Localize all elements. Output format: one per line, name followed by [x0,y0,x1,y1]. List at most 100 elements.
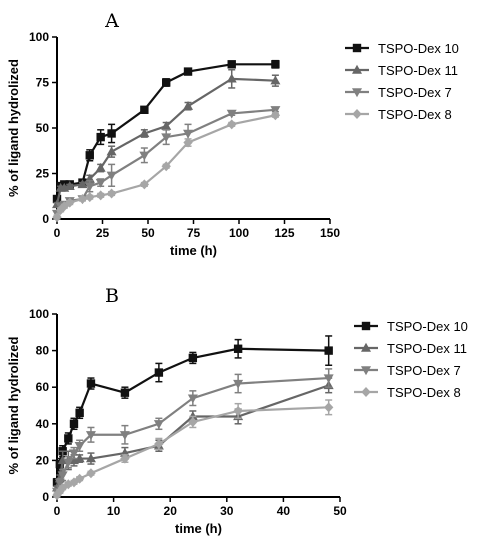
legend-marker [361,321,371,331]
data-point [52,194,62,204]
data-point [106,146,117,156]
data-point [161,120,172,130]
legend-label: TSPO-Dex 11 [378,63,458,78]
y-tick-label: 0 [42,212,49,226]
y-axis-title: % of ligand hydrolized [6,59,21,197]
data-point [106,188,117,199]
data-point [154,438,164,449]
legend-label: TSPO-Dex 8 [378,107,452,122]
data-point [119,431,130,440]
y-tick-label: 60 [36,380,50,394]
data-point [57,482,68,493]
data-point [140,105,149,114]
legend-label: TSPO-Dex 10 [387,319,468,334]
y-tick-label: 50 [36,121,50,135]
data-point [183,137,193,148]
x-tick-label: 30 [220,504,234,518]
legend-marker [352,64,362,74]
y-tick-label: 80 [36,344,50,358]
data-point [95,162,106,172]
x-tick-label: 125 [274,226,294,240]
data-point [85,453,96,463]
data-point [323,402,334,413]
y-axis-title: % of ligand hydrolized [6,336,21,474]
series-tspo-dex-8 [52,110,281,223]
data-point [69,419,79,428]
y-tick-label: 40 [36,417,50,431]
x-tick-label: 100 [229,226,249,240]
data-point [95,190,106,201]
data-point [183,67,193,76]
y-tick-label: 20 [36,453,50,467]
legend-entry: TSPO-Dex 7 [354,363,461,378]
data-point [120,388,130,397]
data-point [187,411,198,421]
y-tick-label: 100 [29,307,49,321]
legend-marker [361,366,371,376]
legend-label: TSPO-Dex 11 [387,341,467,356]
data-point [187,394,198,404]
data-point [75,408,84,418]
data-point [59,201,69,212]
data-point [120,453,130,464]
data-point [233,405,243,416]
x-tick-label: 10 [107,504,121,518]
x-tick-label: 150 [320,226,340,240]
x-tick-label: 75 [187,226,201,240]
data-point [161,161,171,172]
data-point [96,132,105,142]
y-tick-label: 0 [42,490,49,504]
data-point [139,151,150,161]
x-tick-label: 20 [164,504,178,518]
legend-entry: TSPO-Dex 7 [345,85,452,100]
data-point [74,453,85,463]
data-point [64,434,73,443]
legend-label: TSPO-Dex 7 [387,363,461,378]
data-point [271,60,280,69]
legend-marker [352,43,362,53]
data-point [85,192,95,203]
data-point [227,119,237,130]
legend-label: TSPO-Dex 10 [378,41,459,56]
legend-entry: TSPO-Dex 10 [354,319,468,334]
data-point [63,458,74,468]
data-point [139,179,150,190]
series-tspo-dex-7 [52,368,334,497]
series-tspo-dex-8 [52,399,334,501]
data-point [226,109,237,119]
chart-panel-a: A 0 25 50 75 100 0 25 50 75 100 125 150 time (h) % of… [6,10,459,258]
data-point [324,346,333,355]
data-point [139,128,150,138]
data-point [74,473,85,484]
data-point [64,181,75,190]
data-point [227,60,236,69]
data-point [153,420,164,429]
data-point [233,344,243,353]
legend-entry: TSPO-Dex 8 [345,107,452,122]
data-point [270,110,281,121]
legend-entry: TSPO-Dex 11 [354,341,467,356]
panel-letter-a: A [104,10,119,32]
data-point [74,442,85,451]
legend-marker [352,109,362,119]
data-point [84,182,95,192]
legend-entry: TSPO-Dex 8 [354,385,461,400]
legend-marker [352,88,362,98]
x-tick-label: 50 [141,226,155,240]
data-point [107,129,116,138]
x-tick-label: 40 [277,504,291,518]
x-tick-label: 0 [54,226,61,240]
x-axis-title: time (h) [175,521,222,536]
data-point [106,171,117,181]
chart-panel-b: B 0 20 40 60 80 100 0 10 20 30 40 50 time (h) % of li… [6,285,468,536]
data-point [188,353,198,363]
y-tick-label: 75 [36,76,50,90]
y-tick-label: 100 [29,30,49,44]
data-point [226,73,237,83]
data-point [86,379,96,388]
x-tick-label: 25 [96,226,110,240]
data-point [183,100,194,110]
legend-label: TSPO-Dex 8 [387,385,461,400]
legend-label: TSPO-Dex 7 [378,85,452,100]
